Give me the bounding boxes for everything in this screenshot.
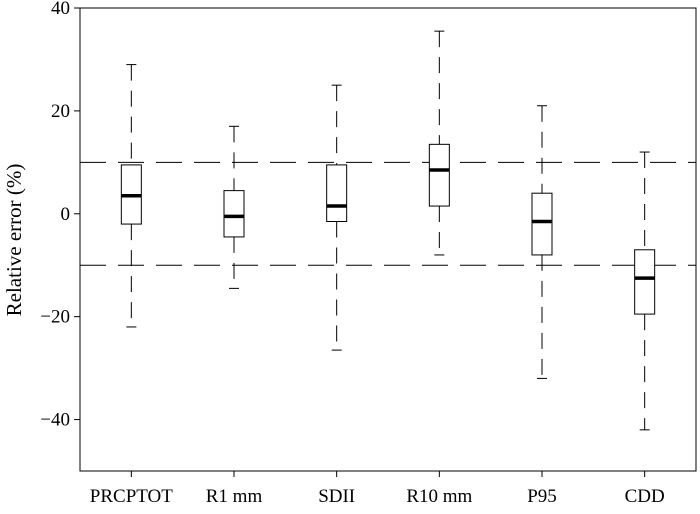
y-tick-label: 20: [51, 101, 70, 122]
reference-lines: [80, 161, 696, 266]
x-category-label: P95: [527, 486, 557, 507]
x-category-label: R1 mm: [206, 486, 263, 507]
y-tick-label: 0: [61, 204, 71, 225]
plot-frame: [79, 7, 697, 472]
y-tick-label: −20: [40, 307, 70, 328]
y-tick-label: 40: [51, 0, 70, 19]
box: [531, 192, 553, 256]
box-group: [531, 105, 553, 379]
box-group: [326, 84, 348, 351]
x-category-label: PRCPTOT: [90, 486, 173, 507]
x-category-label: R10 mm: [406, 486, 472, 507]
box-group: [120, 64, 142, 328]
y-axis: 40 20 0 −20 −40: [40, 0, 80, 431]
x-category-label: SDII: [318, 486, 355, 507]
box: [428, 143, 450, 207]
y-axis-title: Relative error (%): [2, 164, 26, 317]
box: [326, 164, 348, 222]
boxes: [120, 30, 656, 431]
x-axis: PRCPTOT R1 mm SDII R10 mm P95 CDD: [90, 471, 665, 507]
box-group: [428, 30, 450, 256]
box-group: [634, 151, 656, 431]
box: [223, 190, 245, 238]
y-tick-label: −40: [40, 410, 70, 431]
box: [634, 249, 656, 315]
box-group: [223, 125, 245, 289]
x-category-label: CDD: [625, 486, 665, 507]
